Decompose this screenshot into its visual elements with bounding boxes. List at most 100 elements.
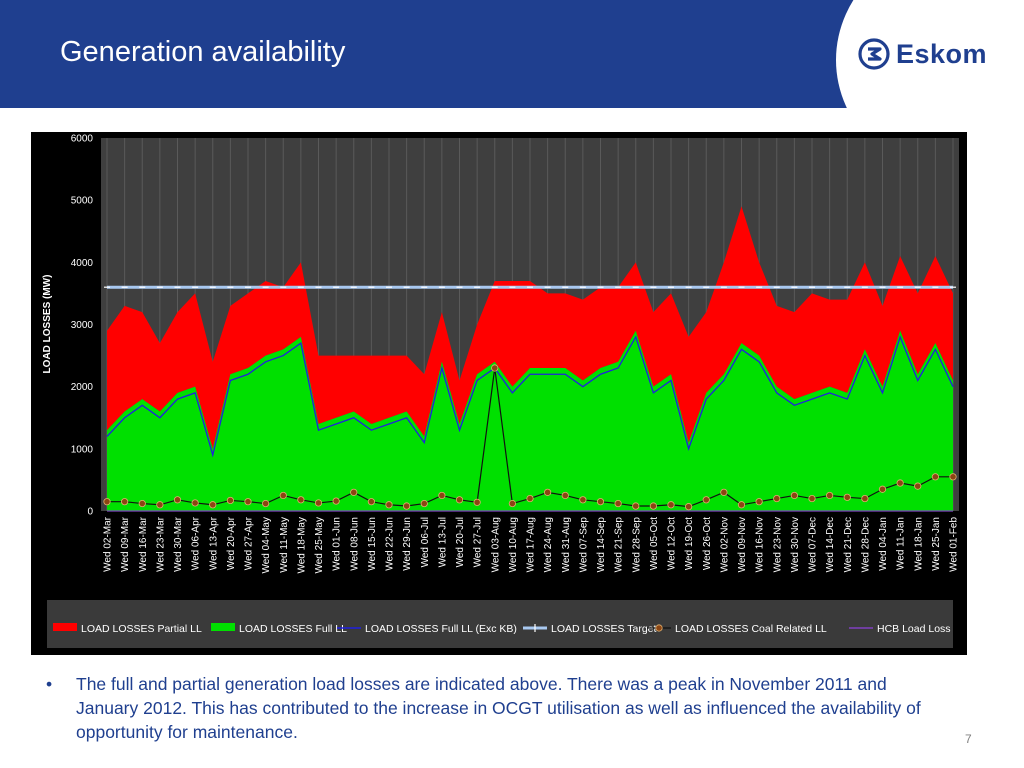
legend-label: LOAD LOSSES Full LL bbox=[239, 623, 347, 635]
x-tick-label: Wed 27-Jul bbox=[473, 517, 484, 567]
eskom-logo: Eskom bbox=[858, 38, 987, 70]
x-tick-label: Wed 16-Nov bbox=[755, 517, 766, 572]
load-losses-chart: 0 1000 2000 3000 4000 5000 6000 Wed 02-Mar Wed … bbox=[31, 132, 967, 655]
coal-related-marker bbox=[121, 498, 129, 506]
coal-related-marker bbox=[297, 496, 305, 504]
coal-related-marker bbox=[702, 496, 710, 504]
coal-related-marker bbox=[491, 364, 499, 372]
coal-related-marker bbox=[667, 501, 675, 509]
coal-related-marker bbox=[262, 499, 270, 508]
logo-panel bbox=[836, 0, 1024, 108]
coal-related-marker bbox=[420, 499, 428, 508]
y-tick-label: 2000 bbox=[71, 382, 94, 393]
coal-related-marker bbox=[367, 498, 375, 506]
coal-related-marker bbox=[350, 488, 358, 496]
x-tick-label: Wed 17-Aug bbox=[526, 517, 537, 572]
x-tick-label: Wed 29-Jun bbox=[402, 517, 413, 571]
x-axis: Wed 02-Mar Wed 09-Mar Wed 16-Mar Wed 23-Mar… bbox=[103, 516, 960, 573]
coal-related-marker bbox=[191, 499, 199, 507]
legend-swatch bbox=[53, 623, 77, 631]
coal-related-marker bbox=[878, 485, 887, 493]
coal-related-marker bbox=[244, 498, 252, 506]
x-tick-label: Wed 18-May bbox=[296, 517, 307, 574]
x-tick-label: Wed 06-Apr bbox=[191, 516, 202, 570]
x-tick-label: Wed 26-Oct bbox=[702, 517, 713, 570]
x-tick-label: Wed 20-Apr bbox=[226, 516, 237, 570]
coal-related-marker bbox=[403, 502, 411, 510]
coal-related-marker bbox=[455, 496, 464, 504]
bullet-dot-icon: • bbox=[46, 674, 53, 694]
bullet-text: The full and partial generation load los… bbox=[76, 674, 921, 742]
legend-label: LOAD LOSSES Target bbox=[551, 623, 657, 635]
x-tick-label: Wed 16-Mar bbox=[138, 516, 149, 572]
coal-related-marker bbox=[720, 488, 728, 496]
x-tick-label: Wed 14-Dec bbox=[825, 517, 836, 572]
x-tick-label: Wed 22-Jun bbox=[385, 517, 396, 571]
coal-related-marker bbox=[173, 496, 182, 504]
y-tick-label: 6000 bbox=[71, 134, 94, 145]
x-tick-label: Wed 28-Sep bbox=[631, 517, 642, 573]
coal-related-marker bbox=[226, 496, 234, 505]
coal-related-marker bbox=[737, 501, 746, 509]
x-tick-label: Wed 01-Jun bbox=[332, 517, 343, 571]
coal-related-marker bbox=[596, 498, 605, 506]
x-tick-label: Wed 23-Mar bbox=[155, 516, 166, 572]
coal-related-marker bbox=[896, 479, 904, 487]
coal-related-marker bbox=[561, 491, 569, 500]
legend-swatch bbox=[211, 623, 235, 631]
x-tick-label: Wed 08-Jun bbox=[349, 517, 360, 571]
x-tick-label: Wed 27-Apr bbox=[244, 516, 255, 570]
coal-related-marker bbox=[949, 473, 957, 481]
x-tick-label: Wed 09-Nov bbox=[737, 517, 748, 572]
y-axis-label: LOAD LOSSES (MW) bbox=[42, 275, 53, 374]
coal-related-marker bbox=[279, 491, 287, 500]
coal-related-marker bbox=[649, 502, 657, 510]
coal-related-marker bbox=[209, 501, 217, 509]
coal-related-marker bbox=[156, 501, 164, 509]
series-full-ll-area bbox=[107, 330, 953, 511]
series-layer bbox=[103, 206, 957, 512]
x-tick-label: Wed 03-Aug bbox=[490, 517, 501, 572]
page-number: 7 bbox=[965, 732, 972, 746]
coal-related-marker bbox=[808, 494, 816, 503]
coal-related-marker bbox=[314, 499, 323, 507]
coal-related-marker bbox=[332, 497, 340, 505]
eskom-logo-text: Eskom bbox=[896, 38, 988, 69]
coal-related-marker bbox=[579, 496, 587, 504]
x-tick-label: Wed 13-Apr bbox=[208, 516, 219, 570]
coal-related-marker bbox=[385, 501, 393, 509]
coal-related-marker bbox=[103, 498, 111, 506]
coal-related-marker bbox=[826, 491, 834, 500]
x-tick-label: Wed 04-Jan bbox=[878, 517, 889, 571]
bullet-point: • The full and partial generation load l… bbox=[46, 672, 946, 744]
coal-related-marker bbox=[755, 498, 763, 506]
x-tick-label: Wed 10-Aug bbox=[508, 517, 519, 572]
coal-related-marker bbox=[685, 503, 693, 511]
legend-label: LOAD LOSSES Coal Related LL bbox=[675, 623, 827, 635]
coal-related-marker bbox=[544, 488, 552, 496]
x-tick-label: Wed 02-Mar bbox=[103, 516, 114, 572]
coal-related-marker bbox=[773, 494, 781, 503]
y-tick-label: 1000 bbox=[71, 444, 94, 455]
x-tick-label: Wed 07-Dec bbox=[808, 517, 819, 572]
legend-label: LOAD LOSSES Full LL (Exc KB) bbox=[365, 623, 517, 635]
y-tick-label: 3000 bbox=[71, 320, 94, 331]
coal-related-marker bbox=[632, 502, 640, 510]
x-tick-label: Wed 01-Feb bbox=[949, 517, 960, 572]
coal-related-marker bbox=[861, 494, 869, 503]
legend-swatch-marker bbox=[655, 624, 663, 632]
coal-related-marker bbox=[843, 493, 851, 501]
coal-related-marker bbox=[138, 499, 146, 508]
x-tick-label: Wed 07-Sep bbox=[578, 517, 589, 573]
x-tick-label: Wed 31-Aug bbox=[561, 517, 572, 572]
x-tick-label: Wed 30-Mar bbox=[173, 516, 184, 572]
x-tick-label: Wed 11-Jan bbox=[896, 517, 907, 570]
legend-box bbox=[47, 600, 953, 648]
x-tick-label: Wed 25-Jan bbox=[931, 517, 942, 571]
legend: LOAD LOSSES Partial LL LOAD LOSSES Full L… bbox=[53, 623, 951, 635]
coal-related-marker bbox=[914, 482, 922, 490]
coal-related-marker bbox=[438, 491, 446, 500]
x-tick-label: Wed 04-May bbox=[261, 517, 272, 574]
x-tick-label: Wed 25-May bbox=[314, 517, 325, 574]
